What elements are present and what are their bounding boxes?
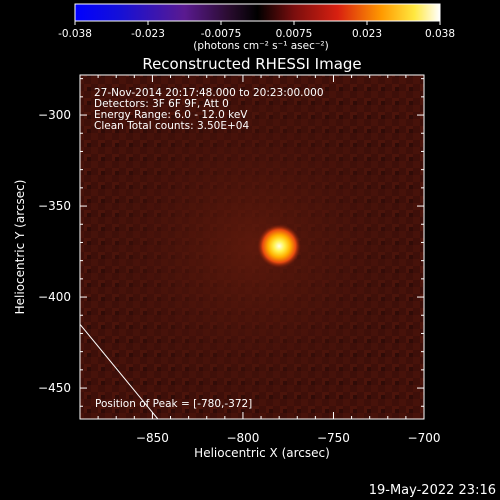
colorbar-tick-label: -0.038 — [58, 28, 92, 40]
colorbar-tick-label: 0.0075 — [276, 28, 313, 40]
peak-position-label: Position of Peak = [-780,-372] — [95, 398, 252, 410]
colorbar-tick-label: -0.023 — [131, 28, 165, 40]
footer-timestamp: 19-May-2022 23:16 — [369, 483, 496, 498]
chart-title: Reconstructed RHESSI Image — [142, 55, 361, 73]
colorbar-tick-label: -0.0075 — [201, 28, 242, 40]
colorbar-units: (photons cm⁻² s⁻¹ asec⁻²) — [193, 40, 328, 52]
y-axis: −300 −350 −400 −450 — [38, 78, 424, 407]
y-tick-label: −400 — [38, 290, 71, 304]
y-tick-label: −300 — [38, 108, 71, 122]
colorbar: -0.038 -0.023 -0.0075 0.0075 0.023 0.038 (pho… — [58, 3, 455, 52]
colorbar-tick-label: 0.023 — [352, 28, 382, 40]
peak-source — [257, 224, 302, 269]
y-tick-label: −350 — [38, 199, 71, 213]
x-tick-label: −800 — [226, 431, 259, 445]
x-axis: −850 −800 −750 −700 — [97, 75, 441, 445]
solar-limb-line — [80, 324, 159, 419]
info-line: 27-Nov-2014 20:17:48.000 to 20:23:00.000 — [94, 87, 324, 99]
x-tick-label: −750 — [317, 431, 350, 445]
x-tick-label: −850 — [136, 431, 169, 445]
info-line: Clean Total counts: 3.50E+04 — [94, 120, 249, 132]
colorbar-tick-label: 0.038 — [425, 28, 455, 40]
heatmap-image — [80, 75, 424, 419]
x-tick-label: −700 — [408, 431, 441, 445]
plot-frame — [79, 74, 425, 420]
colorbar-strip — [74, 3, 441, 22]
y-tick-label: −450 — [38, 381, 71, 395]
colorbar-ticks: -0.038 -0.023 -0.0075 0.0075 0.023 0.038 — [58, 21, 455, 40]
x-axis-label: Heliocentric X (arcsec) — [194, 446, 330, 460]
info-line: Detectors: 3F 6F 9F, Att 0 — [94, 98, 229, 110]
info-line: Energy Range: 6.0 - 12.0 keV — [94, 109, 248, 121]
y-axis-label: Heliocentric Y (arcsec) — [13, 180, 27, 315]
info-block: 27-Nov-2014 20:17:48.000 to 20:23:00.000… — [94, 87, 324, 132]
